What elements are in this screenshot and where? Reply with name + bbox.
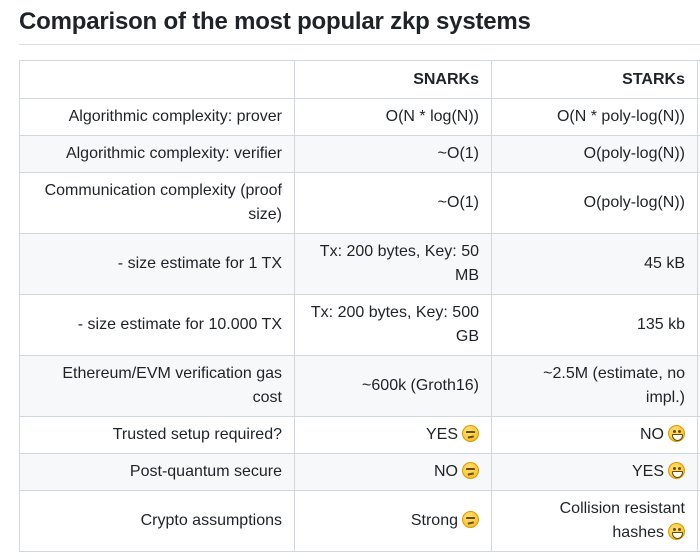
snarks-cell: O(N * log(N)) bbox=[294, 98, 492, 136]
row-label: - size estimate for 10.000 TX bbox=[19, 294, 295, 356]
comparison-table: SNARKs STARKs Algorithmic complexity: pr… bbox=[19, 60, 700, 552]
table-header-row: SNARKs STARKs bbox=[19, 60, 700, 99]
starks-cell: ~2.5M (estimate, no impl.) bbox=[491, 355, 698, 417]
starks-value: NO bbox=[640, 426, 664, 443]
heading-divider bbox=[19, 44, 700, 45]
row-label: Communication complexity (proof size) bbox=[19, 172, 295, 234]
row-label: Trusted setup required? bbox=[19, 416, 295, 454]
starks-cell: O(poly-log(N)) bbox=[491, 135, 698, 173]
unamused-face-icon bbox=[462, 511, 479, 528]
extra-cell bbox=[697, 490, 700, 552]
starks-cell: 45 kB bbox=[491, 233, 698, 295]
snarks-cell: Strong bbox=[294, 490, 492, 552]
snarks-cell: Tx: 200 bytes, Key: 500 GB bbox=[294, 294, 492, 356]
grinning-face-icon bbox=[668, 425, 685, 442]
snarks-cell: YES bbox=[294, 416, 492, 454]
row-label: Algorithmic complexity: verifier bbox=[19, 135, 295, 173]
header-cell-starks: STARKs bbox=[491, 60, 698, 99]
snarks-cell: Tx: 200 bytes, Key: 50 MB bbox=[294, 233, 492, 295]
header-cell-empty bbox=[19, 60, 295, 99]
snarks-cell: ~600k (Groth16) bbox=[294, 355, 492, 417]
unamused-face-icon bbox=[462, 462, 479, 479]
starks-cell: O(N * poly-log(N)) bbox=[491, 98, 698, 136]
table-row: - size estimate for 1 TX Tx: 200 bytes, … bbox=[19, 233, 700, 295]
starks-value: YES bbox=[631, 463, 664, 480]
page-title: Comparison of the most popular zkp syste… bbox=[19, 8, 531, 35]
row-label: Ethereum/EVM verification gas cost bbox=[19, 355, 295, 417]
snarks-value: NO bbox=[434, 463, 458, 480]
row-label: - size estimate for 1 TX bbox=[19, 233, 295, 295]
table-row: Post-quantum secure NO YES bbox=[19, 453, 700, 491]
snarks-cell: NO bbox=[294, 453, 492, 491]
header-cell-snarks: SNARKs bbox=[294, 60, 492, 99]
table-row: Algorithmic complexity: verifier ~O(1) O… bbox=[19, 135, 700, 173]
snarks-value: Strong bbox=[410, 512, 458, 529]
table-row: Trusted setup required? YES NO bbox=[19, 416, 700, 454]
grinning-face-icon bbox=[668, 523, 685, 540]
table-row: Algorithmic complexity: prover O(N * log… bbox=[19, 98, 700, 136]
starks-cell: 135 kb bbox=[491, 294, 698, 356]
table-row: Crypto assumptions Strong Collision resi… bbox=[19, 490, 700, 552]
snarks-value: YES bbox=[425, 426, 458, 443]
starks-cell: NO bbox=[491, 416, 698, 454]
snarks-cell: ~O(1) bbox=[294, 135, 492, 173]
starks-cell: YES bbox=[491, 453, 698, 491]
table-row: Ethereum/EVM verification gas cost ~600k… bbox=[19, 355, 700, 417]
unamused-face-icon bbox=[462, 425, 479, 442]
snarks-cell: ~O(1) bbox=[294, 172, 492, 234]
starks-cell: O(poly-log(N)) bbox=[491, 172, 698, 234]
table-row: Communication complexity (proof size) ~O… bbox=[19, 172, 700, 234]
starks-value: Collision resistant hashes bbox=[559, 500, 685, 541]
row-label: Crypto assumptions bbox=[19, 490, 295, 552]
row-label: Algorithmic complexity: prover bbox=[19, 98, 295, 136]
table-row: - size estimate for 10.000 TX Tx: 200 by… bbox=[19, 294, 700, 356]
row-label: Post-quantum secure bbox=[19, 453, 295, 491]
grinning-face-icon bbox=[668, 462, 685, 479]
starks-cell: Collision resistant hashes bbox=[491, 490, 698, 552]
